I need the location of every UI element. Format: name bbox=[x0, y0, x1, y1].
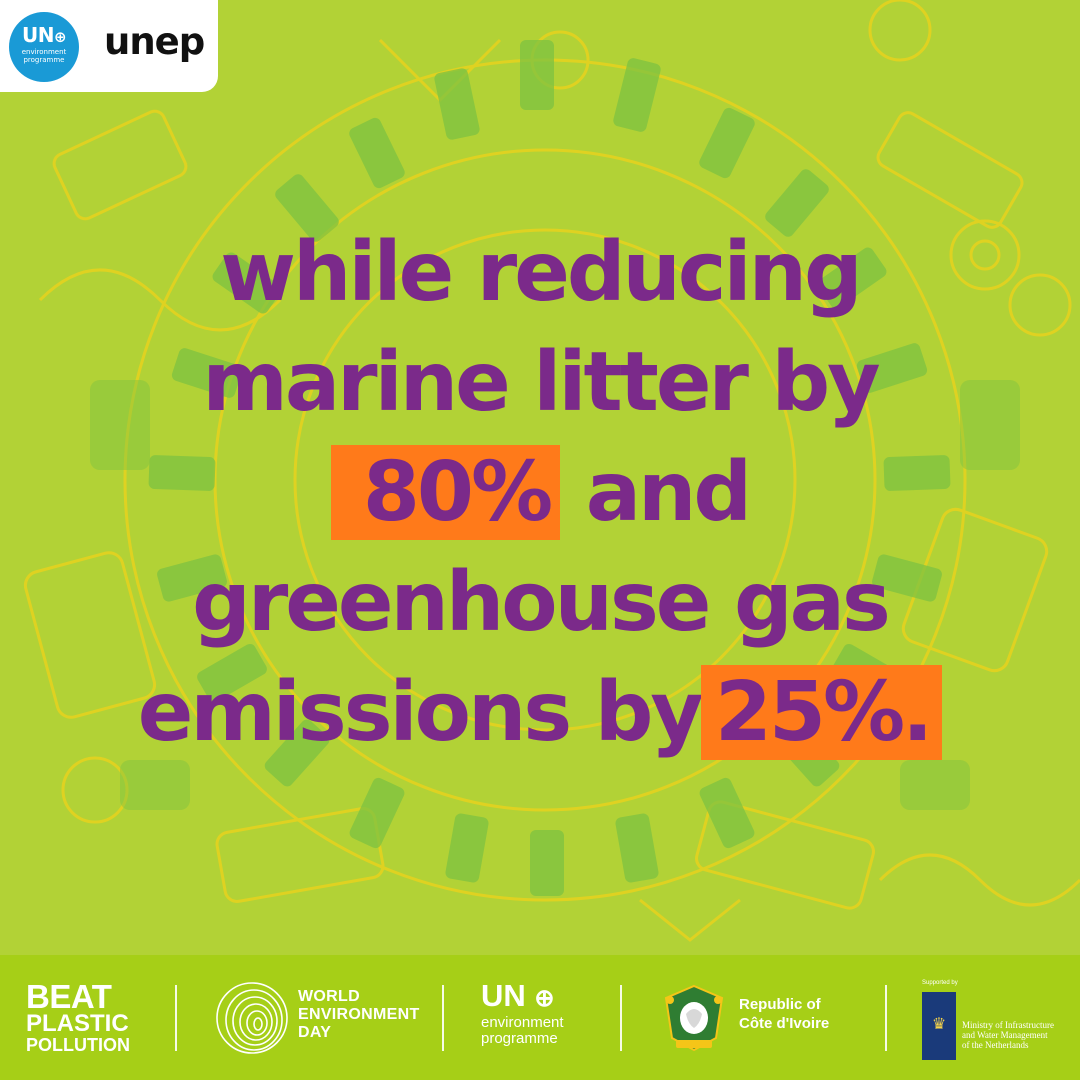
un-logo-subtitle: environment programme bbox=[9, 48, 79, 64]
unep-wordmark: unep bbox=[104, 20, 205, 63]
cote-divoire-text: Republic of Côte d'Ivoire bbox=[739, 995, 829, 1033]
civ-line-2: Côte d'Ivoire bbox=[739, 1015, 830, 1032]
netherlands-ministry-logo: Supported by ♛ Ministry of Infrastructur… bbox=[922, 980, 1072, 1060]
headline-line-5-start: emissions by bbox=[137, 665, 704, 760]
un-subtitle-line1: environment bbox=[21, 48, 67, 56]
headline: while reducing marine litter by 80% and … bbox=[0, 218, 1080, 768]
highlight-80-percent: 80% bbox=[330, 445, 561, 540]
unep-footer-un: UN ⊕ bbox=[481, 978, 555, 1013]
headline-line-3: 80% and bbox=[0, 438, 1080, 548]
un-environment-logo: UN⊕ environment programme bbox=[9, 12, 79, 82]
footer-divider bbox=[620, 985, 622, 1051]
headline-line-5: emissions by 25%. bbox=[0, 658, 1080, 768]
wed-line-1: WORLD bbox=[298, 988, 360, 1005]
footer-divider bbox=[885, 985, 887, 1051]
supported-by-label: Supported by bbox=[922, 980, 958, 986]
wed-line-3: DAY bbox=[298, 1024, 332, 1041]
cote-divoire-emblem-icon bbox=[664, 984, 724, 1052]
unep-footer-line-1: environment bbox=[481, 1014, 564, 1031]
un-letters: UN⊕ bbox=[21, 23, 67, 47]
world-environment-day-fingerprint-icon bbox=[216, 982, 288, 1054]
beat-line-3: POLLUTION bbox=[26, 1035, 130, 1055]
nl-line-1: Ministry of Infrastructure bbox=[962, 1020, 1054, 1030]
unep-footer-line-2: programme bbox=[481, 1030, 558, 1047]
beat-plastic-pollution-logo: BEAT PLASTIC POLLUTION bbox=[26, 978, 130, 1055]
un-globe-icon: ⊕ bbox=[53, 28, 67, 46]
partner-footer bbox=[0, 955, 1080, 1080]
netherlands-ministry-text: Ministry of Infrastructure and Water Man… bbox=[962, 1020, 1054, 1050]
un-globe-icon: ⊕ bbox=[534, 985, 555, 1012]
beat-line-2: PLASTIC bbox=[26, 1010, 129, 1037]
footer-divider bbox=[442, 985, 444, 1051]
headline-line-4: greenhouse gas bbox=[192, 555, 891, 650]
highlight-25-percent: 25%. bbox=[700, 665, 943, 760]
unep-footer-logo: UN ⊕ environment programme bbox=[481, 980, 564, 1047]
footer-divider bbox=[175, 985, 177, 1051]
nl-line-2: and Water Management bbox=[962, 1030, 1048, 1040]
nl-line-3: of the Netherlands bbox=[962, 1040, 1029, 1050]
world-environment-day-text: WORLD ENVIRONMENT DAY bbox=[298, 988, 420, 1042]
headline-line-3-rest: and bbox=[560, 445, 752, 540]
netherlands-crest-icon: ♛ bbox=[931, 1014, 947, 1033]
headline-line-2: marine litter by bbox=[202, 335, 880, 430]
unep-brand-tab: UN⊕ environment programme unep bbox=[0, 0, 218, 92]
beat-line-1: BEAT bbox=[26, 978, 112, 1015]
headline-line-1: while reducing bbox=[220, 225, 862, 320]
wed-line-2: ENVIRONMENT bbox=[298, 1006, 420, 1023]
civ-line-1: Republic of bbox=[739, 996, 821, 1013]
netherlands-blue-bar bbox=[922, 992, 956, 1060]
un-subtitle-line2: programme bbox=[23, 56, 65, 64]
